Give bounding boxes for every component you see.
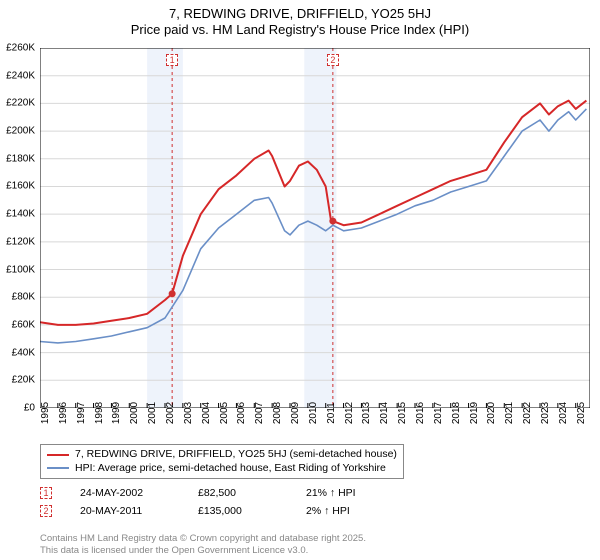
y-axis-label: £20K <box>12 375 35 386</box>
x-axis-label: 2000 <box>129 402 140 424</box>
x-axis-label: 1998 <box>94 402 105 424</box>
x-axis-label: 2003 <box>183 402 194 424</box>
sale-date: 20-MAY-2011 <box>80 505 170 517</box>
legend: 7, REDWING DRIVE, DRIFFIELD, YO25 5HJ (s… <box>40 444 404 479</box>
legend-label: 7, REDWING DRIVE, DRIFFIELD, YO25 5HJ (s… <box>75 448 397 462</box>
sale-marker: 2 <box>40 505 52 517</box>
x-axis-label: 2022 <box>522 402 533 424</box>
x-axis-label: 1999 <box>111 402 122 424</box>
x-axis-label: 2002 <box>165 402 176 424</box>
title-block: 7, REDWING DRIVE, DRIFFIELD, YO25 5HJ Pr… <box>0 0 600 37</box>
y-axis-label: £60K <box>12 319 35 330</box>
x-axis-label: 1997 <box>76 402 87 424</box>
sale-diff: 21% ↑ HPI <box>306 487 386 499</box>
y-axis-label: £120K <box>6 236 35 247</box>
x-axis-label: 2023 <box>540 402 551 424</box>
sale-row: 1 24-MAY-2002 £82,500 21% ↑ HPI <box>40 484 386 502</box>
x-axis-label: 2004 <box>201 402 212 424</box>
y-axis-label: £180K <box>6 153 35 164</box>
x-axis-label: 2012 <box>344 402 355 424</box>
event-marker: 2 <box>327 54 339 66</box>
footer-attribution: Contains HM Land Registry data © Crown c… <box>40 533 366 556</box>
sales-table: 1 24-MAY-2002 £82,500 21% ↑ HPI 2 20-MAY-2011… <box>40 484 386 520</box>
y-axis-label: £0 <box>24 403 35 414</box>
x-axis-label: 2021 <box>504 402 515 424</box>
x-axis-label: 2017 <box>433 402 444 424</box>
x-axis-label: 2008 <box>272 402 283 424</box>
y-axis-label: £80K <box>12 292 35 303</box>
y-axis-label: £220K <box>6 98 35 109</box>
legend-item: HPI: Average price, semi-detached house,… <box>47 462 397 476</box>
footer-line-1: Contains HM Land Registry data © Crown c… <box>40 533 366 544</box>
y-axis-label: £200K <box>6 126 35 137</box>
y-axis-label: £100K <box>6 264 35 275</box>
sale-marker: 1 <box>40 487 52 499</box>
y-axis-label: £240K <box>6 70 35 81</box>
x-axis-label: 2024 <box>558 402 569 424</box>
x-axis-label: 1995 <box>40 402 51 424</box>
title-main: 7, REDWING DRIVE, DRIFFIELD, YO25 5HJ <box>0 6 600 22</box>
footer-line-2: This data is licensed under the Open Gov… <box>40 545 366 556</box>
x-axis-label: 2015 <box>397 402 408 424</box>
sale-diff: 2% ↑ HPI <box>306 505 386 517</box>
x-axis-label: 2010 <box>308 402 319 424</box>
chart-area: £0£20K£40K£60K£80K£100K£120K£140K£160K£1… <box>40 48 590 408</box>
event-marker: 1 <box>166 54 178 66</box>
x-axis-label: 2001 <box>147 402 158 424</box>
sale-price: £135,000 <box>198 505 278 517</box>
y-axis-label: £140K <box>6 209 35 220</box>
y-axis-label: £160K <box>6 181 35 192</box>
sale-date: 24-MAY-2002 <box>80 487 170 499</box>
x-axis-label: 1996 <box>58 402 69 424</box>
chart-container: 7, REDWING DRIVE, DRIFFIELD, YO25 5HJ Pr… <box>0 0 600 560</box>
title-sub: Price paid vs. HM Land Registry's House … <box>0 22 600 38</box>
x-axis-label: 2006 <box>236 402 247 424</box>
sale-price: £82,500 <box>198 487 278 499</box>
x-axis-label: 2007 <box>254 402 265 424</box>
x-axis-label: 2020 <box>486 402 497 424</box>
line-chart <box>40 48 590 408</box>
x-axis-label: 2014 <box>379 402 390 424</box>
y-axis-label: £260K <box>6 43 35 54</box>
sale-row: 2 20-MAY-2011 £135,000 2% ↑ HPI <box>40 502 386 520</box>
legend-label: HPI: Average price, semi-detached house,… <box>75 462 386 476</box>
x-axis-label: 2005 <box>219 402 230 424</box>
x-axis-label: 2011 <box>326 402 337 424</box>
x-axis-label: 2018 <box>451 402 462 424</box>
legend-item: 7, REDWING DRIVE, DRIFFIELD, YO25 5HJ (s… <box>47 448 397 462</box>
x-axis-label: 2019 <box>469 402 480 424</box>
legend-swatch <box>47 454 69 456</box>
legend-swatch <box>47 467 69 469</box>
x-axis-label: 2025 <box>576 402 587 424</box>
x-axis-label: 2009 <box>290 402 301 424</box>
y-axis-label: £40K <box>12 347 35 358</box>
x-axis-label: 2016 <box>415 402 426 424</box>
x-axis-label: 2013 <box>361 402 372 424</box>
